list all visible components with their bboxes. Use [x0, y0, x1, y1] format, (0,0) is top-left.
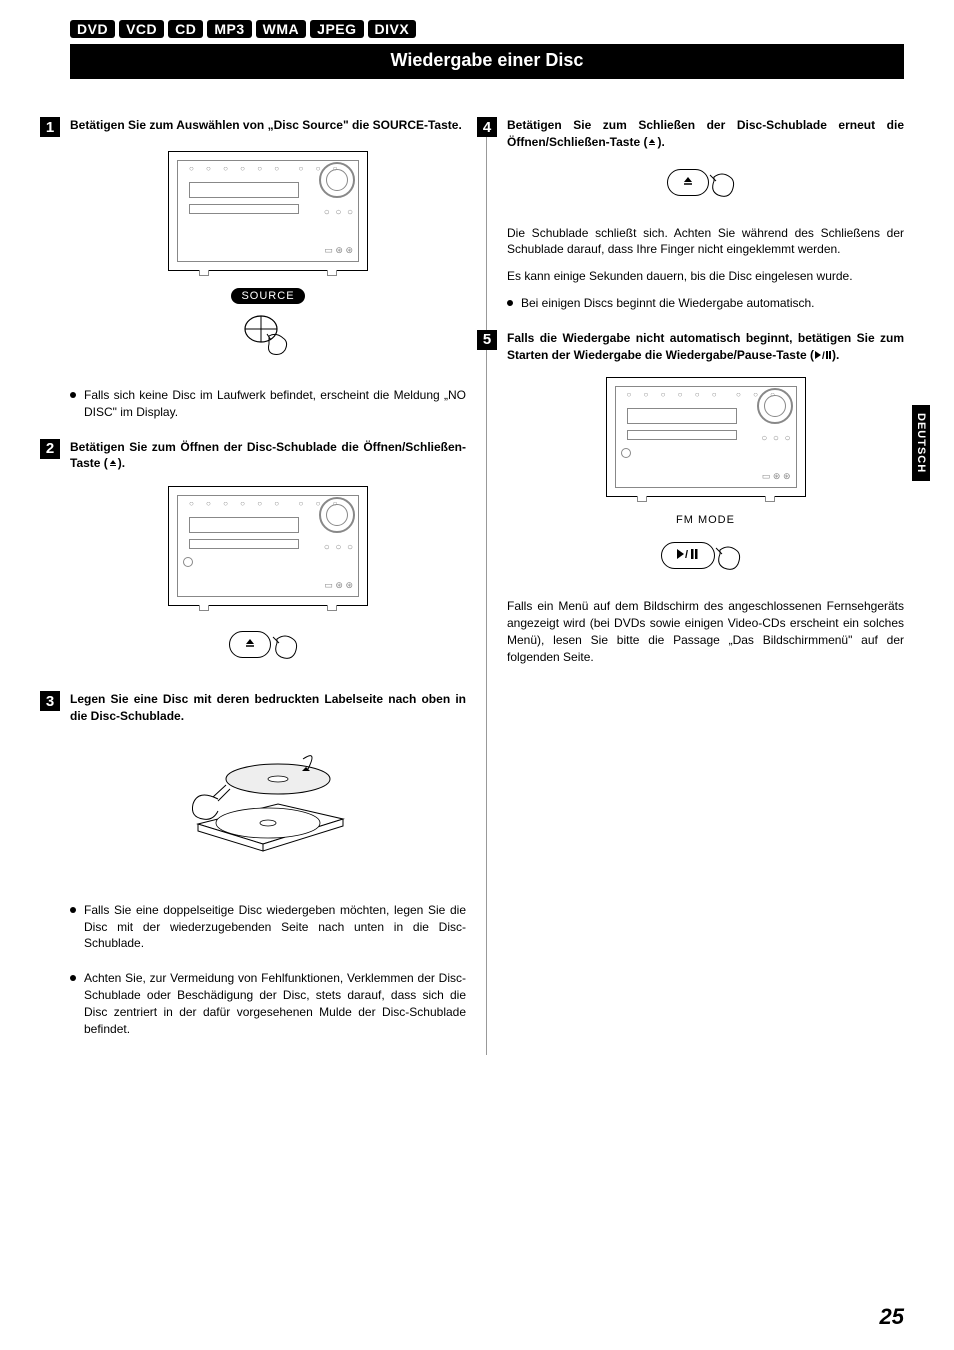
step-4-para-2: Es kann einige Sekunden dauern, bis die …	[507, 268, 904, 285]
step-5-text: Falls die Wiedergabe nicht automatisch b…	[507, 330, 904, 364]
play-pause-icon: /	[661, 542, 715, 569]
bullet-icon	[70, 907, 76, 913]
tag-dvd: DVD	[70, 20, 115, 38]
hand-press-icon	[241, 314, 296, 367]
step-1-note: Falls sich keine Disc im Laufwerk befind…	[70, 387, 466, 421]
svg-text:/: /	[822, 351, 825, 360]
hand-icon	[267, 627, 307, 667]
left-column: 1 Betätigen Sie zum Auswählen von „Disc …	[70, 117, 487, 1055]
step-4: 4 Betätigen Sie zum Schließen der Disc-S…	[507, 117, 904, 151]
step-5-illustration: ○ ○ ○ ○ ○ ○ ○ ○ ○ ○ ○ ○ ▭ ⊛ ⊛ FM MODE /	[507, 377, 904, 578]
content-columns: 1 Betätigen Sie zum Auswählen von „Disc …	[70, 117, 904, 1055]
step-3-note-1-text: Falls Sie eine doppelseitige Disc wieder…	[84, 902, 466, 952]
step-2-text: Betätigen Sie zum Öffnen der Disc-Schubl…	[70, 439, 466, 473]
tag-jpeg: JPEG	[310, 20, 363, 38]
step-3-note-1: Falls Sie eine doppelseitige Disc wieder…	[70, 902, 466, 952]
step-3-number: 3	[40, 691, 60, 711]
step-3-text: Legen Sie eine Disc mit deren bedruckten…	[70, 691, 466, 725]
hand-icon	[710, 538, 750, 578]
step-3: 3 Legen Sie eine Disc mit deren bedruckt…	[70, 691, 466, 725]
step-4-illustration	[507, 165, 904, 205]
step-5: 5 Falls die Wiedergabe nicht automatisch…	[507, 330, 904, 364]
step-4-para-1: Die Schublade schließt sich. Achten Sie …	[507, 225, 904, 259]
tag-mp3: MP3	[207, 20, 251, 38]
step-2-number: 2	[40, 439, 60, 459]
svg-text:/: /	[685, 549, 688, 560]
language-tab: DEUTSCH	[912, 405, 930, 481]
disc-tray-diagram	[178, 739, 358, 879]
step-1-number: 1	[40, 117, 60, 137]
eject-icon-2	[667, 169, 709, 196]
format-tags-row: DVD VCD CD MP3 WMA JPEG DIVX	[70, 20, 904, 38]
step-4-number: 4	[477, 117, 497, 137]
page-title: Wiedergabe einer Disc	[70, 44, 904, 79]
step-5-number: 5	[477, 330, 497, 350]
hand-icon	[704, 165, 744, 205]
play-pause-button-illustration: /	[507, 538, 904, 578]
step-4-text: Betätigen Sie zum Schließen der Disc-Sch…	[507, 117, 904, 151]
device-diagram-2: ○ ○ ○ ○ ○ ○ ○ ○ ○ ○ ○ ○ ▭ ⊛ ⊛	[168, 486, 368, 606]
page-number: 25	[880, 1304, 904, 1330]
fm-mode-label: FM MODE	[507, 514, 904, 526]
bullet-icon	[70, 392, 76, 398]
bullet-icon	[507, 300, 513, 306]
device-diagram-3: ○ ○ ○ ○ ○ ○ ○ ○ ○ ○ ○ ○ ▭ ⊛ ⊛	[606, 377, 806, 497]
step-3-illustration	[70, 739, 466, 882]
eject-icon	[229, 631, 271, 658]
device-diagram: ○ ○ ○ ○ ○ ○ ○ ○ ○ ○ ○ ○ ▭ ⊛ ⊛	[168, 151, 368, 271]
step-5-para: Falls ein Menü auf dem Bildschirm des an…	[507, 598, 904, 665]
step-1-note-text: Falls sich keine Disc im Laufwerk befind…	[84, 387, 466, 421]
step-3-note-2-text: Achten Sie, zur Vermeidung von Fehlfunkt…	[84, 970, 466, 1037]
step-4-note-text: Bei einigen Discs beginnt die Wiedergabe…	[521, 295, 815, 312]
eject-button-illustration	[70, 627, 466, 667]
tag-wma: WMA	[256, 20, 307, 38]
step-3-note-2: Achten Sie, zur Vermeidung von Fehlfunkt…	[70, 970, 466, 1037]
step-1-text: Betätigen Sie zum Auswählen von „Disc So…	[70, 117, 462, 134]
tag-vcd: VCD	[119, 20, 164, 38]
step-2-illustration: ○ ○ ○ ○ ○ ○ ○ ○ ○ ○ ○ ○ ▭ ⊛ ⊛	[70, 486, 466, 667]
step-2: 2 Betätigen Sie zum Öffnen der Disc-Schu…	[70, 439, 466, 473]
tag-divx: DIVX	[368, 20, 417, 38]
source-label: SOURCE	[231, 288, 304, 304]
bullet-icon	[70, 975, 76, 981]
step-1-illustration: ○ ○ ○ ○ ○ ○ ○ ○ ○ ○ ○ ○ ▭ ⊛ ⊛ SOURCE	[70, 151, 466, 367]
tag-cd: CD	[168, 20, 203, 38]
step-1: 1 Betätigen Sie zum Auswählen von „Disc …	[70, 117, 466, 137]
right-column: 4 Betätigen Sie zum Schließen der Disc-S…	[487, 117, 904, 1055]
step-4-note: Bei einigen Discs beginnt die Wiedergabe…	[507, 295, 904, 312]
